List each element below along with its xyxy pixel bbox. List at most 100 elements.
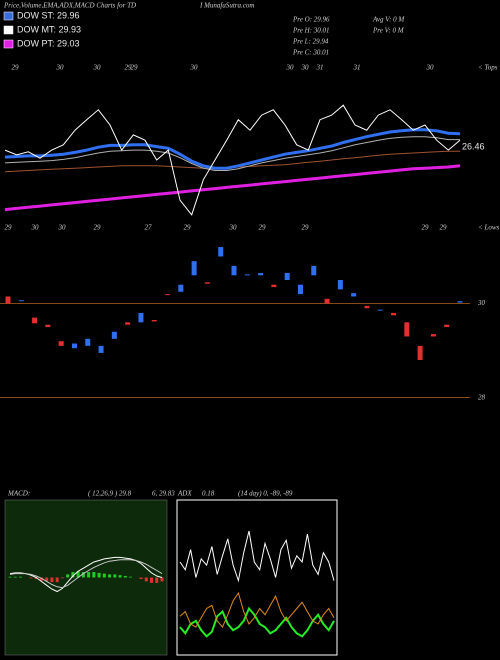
macd-bar	[108, 574, 112, 578]
candle	[377, 309, 383, 311]
top-label: 31	[353, 64, 361, 72]
lows-label: < Lows	[478, 224, 500, 232]
y-tick-label: 28	[478, 393, 486, 401]
candle	[430, 334, 436, 337]
candle	[351, 293, 357, 297]
low-label: 30	[31, 224, 40, 232]
tops-label: < Tops	[478, 64, 498, 72]
adx-panel	[176, 499, 338, 656]
macd-bar	[150, 577, 154, 583]
macd-panel	[4, 499, 168, 656]
stat: Avg V: 0 M	[372, 16, 405, 24]
top-label: 31	[316, 64, 324, 72]
candle	[5, 296, 11, 304]
adx-params: (14 day) 0, -89, -89	[238, 490, 293, 498]
candle	[58, 341, 64, 346]
macd-bar	[60, 577, 64, 579]
candle	[244, 274, 250, 276]
price-line	[4, 136, 460, 171]
candle	[165, 294, 171, 296]
low-label: 27	[145, 224, 153, 232]
candle	[138, 312, 144, 323]
macd-bar	[13, 576, 17, 578]
low-label: 29	[422, 224, 430, 232]
candle	[311, 265, 317, 276]
adx-line	[179, 530, 335, 583]
macd-bar	[29, 577, 33, 579]
candle	[98, 345, 104, 353]
low-label: 29	[5, 224, 13, 232]
stat: Pre L: 29.94	[292, 38, 329, 46]
candle	[457, 301, 463, 303]
top-label: 29	[131, 64, 139, 72]
adx-line	[179, 591, 335, 629]
macd-bar	[34, 577, 38, 580]
candle	[258, 272, 264, 276]
macd-bar	[144, 577, 148, 582]
stat: Pre H: 30.01	[292, 27, 329, 35]
candle	[32, 317, 38, 324]
top-label: 29	[125, 64, 133, 72]
site: I MunafaSutra.com	[199, 2, 254, 10]
candle	[364, 305, 370, 309]
candle	[324, 298, 330, 304]
top-label: 30	[286, 64, 295, 72]
macd-bar	[66, 574, 70, 578]
macd-last: 0.18	[202, 490, 215, 498]
candle	[191, 261, 197, 276]
last-label: 26.46	[462, 141, 485, 151]
macd-bar	[55, 577, 59, 583]
macd-bar	[97, 572, 101, 578]
low-label: 29	[440, 224, 448, 232]
top-label: 29	[12, 64, 20, 72]
low-label: 30	[58, 224, 67, 232]
low-label: 29	[184, 224, 192, 232]
macd-bar	[102, 573, 106, 578]
candle	[444, 324, 450, 328]
adx-label: ADX	[177, 490, 192, 498]
macd-bar	[76, 571, 80, 578]
low-label: 29	[259, 224, 267, 232]
candle	[337, 280, 343, 290]
top-label: 30	[93, 64, 102, 72]
legend-swatch	[3, 39, 14, 49]
macd-bar	[50, 577, 54, 583]
candle	[404, 322, 410, 337]
low-label: 29	[302, 224, 310, 232]
top-label: 30	[56, 64, 65, 72]
candle	[151, 320, 157, 322]
macd-line	[9, 559, 163, 589]
candle	[125, 322, 131, 325]
macd-bar	[123, 575, 127, 578]
candle	[71, 343, 77, 349]
macd-bar	[113, 574, 117, 578]
candle	[218, 247, 224, 257]
candle	[297, 284, 303, 295]
candle	[417, 345, 423, 360]
candle	[111, 331, 117, 339]
legend-label: DOW MT: 29.93	[17, 24, 81, 34]
low-label: 30	[229, 224, 238, 232]
legend-swatch	[3, 25, 14, 35]
candle	[178, 284, 184, 292]
macd-values: 6, 29.83	[152, 490, 175, 498]
macd-bar	[45, 577, 49, 582]
candle	[391, 312, 397, 316]
macd-bar	[118, 575, 122, 578]
candle	[45, 324, 51, 328]
legend-label: DOW PT: 29.03	[17, 38, 80, 48]
macd-bar	[160, 577, 164, 582]
top-label: 30	[190, 64, 199, 72]
macd-bar	[71, 572, 75, 578]
macd-params: ( 12,26,9 ) 29.8	[88, 490, 132, 498]
stat: Pre C: 30.01	[292, 49, 329, 57]
candle	[204, 282, 210, 284]
candle	[271, 284, 277, 288]
candle	[284, 272, 290, 280]
low-label: 29	[94, 224, 102, 232]
macd-bar	[81, 572, 85, 578]
y-tick-label: 30	[477, 299, 486, 307]
candle	[18, 300, 24, 302]
macd-bar	[18, 576, 22, 578]
